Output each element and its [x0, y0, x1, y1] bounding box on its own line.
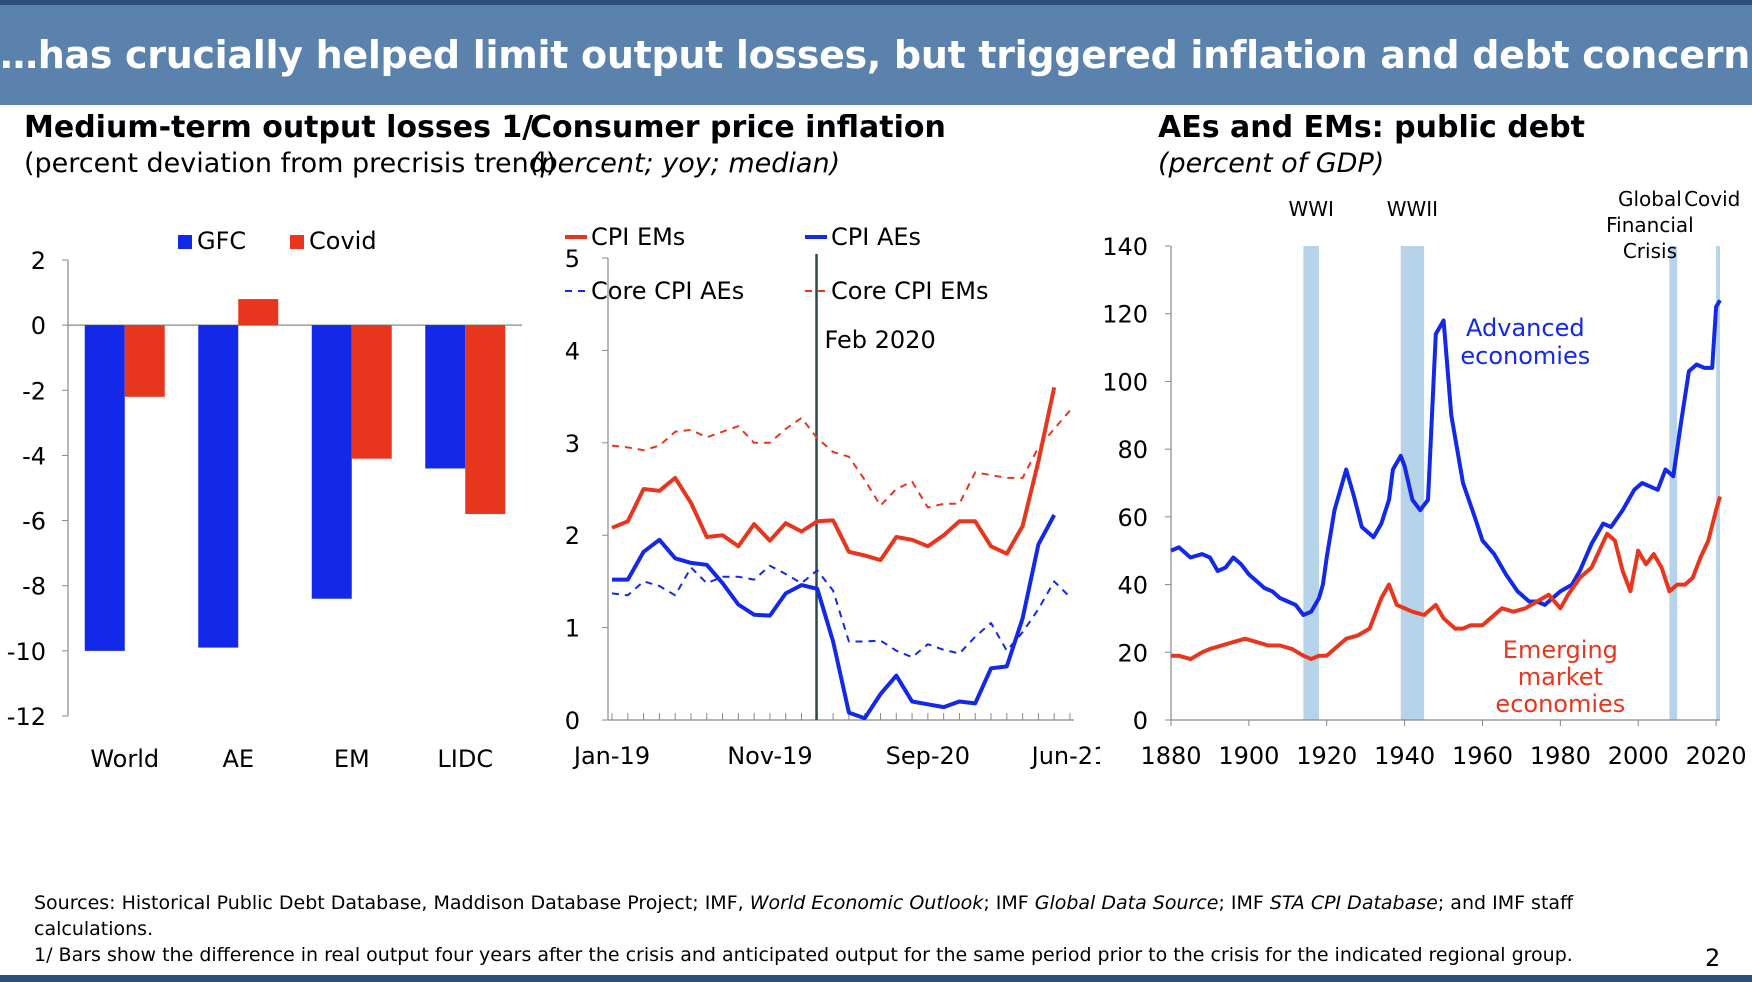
- legend-label-gfc: GFC: [197, 227, 246, 255]
- series-line-cpi-aes: [612, 513, 1056, 721]
- cpi-chart-title: Consumer price inflation: [530, 110, 946, 145]
- y-tick-label: -6: [22, 508, 46, 536]
- y-tick-label: 140: [1102, 233, 1148, 261]
- series-line-core-cpi-aes: [611, 564, 1071, 659]
- period-label: Covid: [1684, 190, 1740, 211]
- y-tick-label: -2: [22, 377, 46, 405]
- legend-label-core-cpi-ems: Core CPI EMs: [831, 277, 989, 305]
- cpi-line-chart: 0 1 2 3 4 5 Jan-19 Nov-19 Sep-20 Jun-21 Feb 2020 CP…: [565, 223, 1100, 770]
- x-tick-label: Jan-19: [572, 742, 650, 770]
- page-number: 2: [1705, 944, 1721, 972]
- y-tick-label: -10: [7, 638, 46, 666]
- top-border: [0, 0, 1752, 5]
- bar-gfc-ae: [198, 325, 239, 648]
- bar-gfc-lidc: [425, 325, 466, 469]
- y-tick-label: 100: [1102, 368, 1148, 396]
- x-tick-label: Sep-20: [886, 742, 970, 770]
- y-tick-label: 0: [31, 312, 46, 340]
- series-line-cpi-ems: [611, 386, 1057, 563]
- y-tick-label: 40: [1117, 572, 1148, 600]
- footer-notes: Sources: Historical Public Debt Database…: [34, 890, 1594, 968]
- y-tick-label: -8: [22, 573, 46, 601]
- shaded-period-global-financial-crisis: [1669, 246, 1678, 720]
- debt-chart-subtitle: (percent of GDP): [1158, 148, 1385, 179]
- title-banner: …has crucially helped limit output losse…: [0, 5, 1752, 105]
- bar-chart-subtitle: (percent deviation from precrisis trend): [24, 148, 557, 179]
- sources-note: Sources: Historical Public Debt Database…: [34, 892, 1574, 940]
- bar-gfc-world: [84, 325, 125, 651]
- x-tick-label: 1880: [1140, 742, 1201, 770]
- bar-covid-lidc: [465, 325, 506, 515]
- y-tick-label: 80: [1117, 436, 1148, 464]
- x-category-label: World: [90, 745, 159, 773]
- shaded-period-wwii: [1400, 246, 1425, 720]
- period-label: Global: [1618, 190, 1682, 211]
- series-label-emerging-market-economies: economies: [1495, 690, 1625, 718]
- x-category-label: EM: [334, 745, 370, 773]
- y-tick-label: 0: [565, 707, 580, 735]
- x-tick-label: Nov-19: [727, 742, 812, 770]
- bar-covid-ae: [238, 299, 279, 326]
- series-line-emerging-market-economies: [1171, 495, 1722, 662]
- legend-swatch-gfc: [178, 235, 192, 249]
- series-line-advanced-economies: [1170, 299, 1722, 617]
- series-line-core-cpi-ems: [611, 409, 1071, 509]
- y-tick-label: 5: [565, 245, 580, 273]
- x-tick-label: 2020: [1686, 742, 1747, 770]
- y-tick-label: -12: [7, 703, 46, 731]
- shaded-period-wwi: [1303, 246, 1319, 720]
- bar-covid-em: [351, 325, 392, 459]
- footnote-1: 1/ Bars show the difference in real outp…: [34, 944, 1573, 966]
- y-tick-label: 120: [1102, 301, 1148, 329]
- x-tick-label: Jun-21: [1030, 742, 1100, 770]
- bottom-border: [0, 975, 1752, 982]
- series-label-emerging-market-economies: Emerging: [1503, 636, 1618, 664]
- slide-title: …has crucially helped limit output losse…: [0, 33, 1752, 77]
- x-category-label: LIDC: [437, 745, 493, 773]
- x-tick-label: 1960: [1452, 742, 1513, 770]
- x-tick-label: 1920: [1296, 742, 1357, 770]
- x-tick-label: 1900: [1218, 742, 1279, 770]
- series-label-emerging-market-economies: market: [1518, 663, 1603, 691]
- series-label-advanced-economies: Advanced: [1466, 314, 1585, 342]
- y-tick-label: 20: [1117, 639, 1148, 667]
- y-tick-label: 60: [1117, 504, 1148, 532]
- period-label: Crisis: [1623, 239, 1677, 263]
- bar-chart-title: Medium-term output losses 1/: [24, 110, 534, 145]
- legend-swatch-covid: [290, 235, 304, 249]
- y-tick-label: 2: [565, 522, 580, 550]
- debt-chart-title: AEs and EMs: public debt: [1158, 110, 1585, 145]
- legend-label-cpi-aes: CPI AEs: [831, 223, 921, 251]
- period-label: WWI: [1288, 197, 1333, 221]
- cpi-chart-subtitle: (percent; yoy; median): [530, 148, 841, 179]
- legend-label-covid: Covid: [309, 227, 377, 255]
- x-category-label: AE: [222, 745, 254, 773]
- output-losses-bar-chart: 2 0 -2 -4 -6 -8 -10 -12 World AE EM LIDC GFC Covid: [7, 227, 522, 773]
- series-label-advanced-economies: economies: [1460, 342, 1590, 370]
- bar-gfc-em: [311, 325, 352, 599]
- y-tick-label: 3: [565, 430, 580, 458]
- bar-covid-world: [124, 325, 165, 397]
- x-tick-label: 1980: [1530, 742, 1591, 770]
- legend-label-cpi-ems: CPI EMs: [591, 223, 685, 251]
- y-tick-label: 1: [565, 615, 580, 643]
- y-tick-label: 2: [31, 247, 46, 275]
- y-tick-label: -4: [22, 442, 46, 470]
- shaded-period-covid: [1716, 246, 1720, 720]
- y-tick-label: 4: [565, 337, 580, 365]
- x-tick-label: 1940: [1374, 742, 1435, 770]
- legend-label-core-cpi-aes: Core CPI AEs: [591, 277, 744, 305]
- feb-2020-marker-label: Feb 2020: [825, 326, 936, 354]
- x-tick-label: 2000: [1608, 742, 1669, 770]
- period-label: Financial: [1606, 213, 1694, 237]
- period-label: WWII: [1387, 197, 1438, 221]
- y-tick-label: 0: [1133, 707, 1148, 735]
